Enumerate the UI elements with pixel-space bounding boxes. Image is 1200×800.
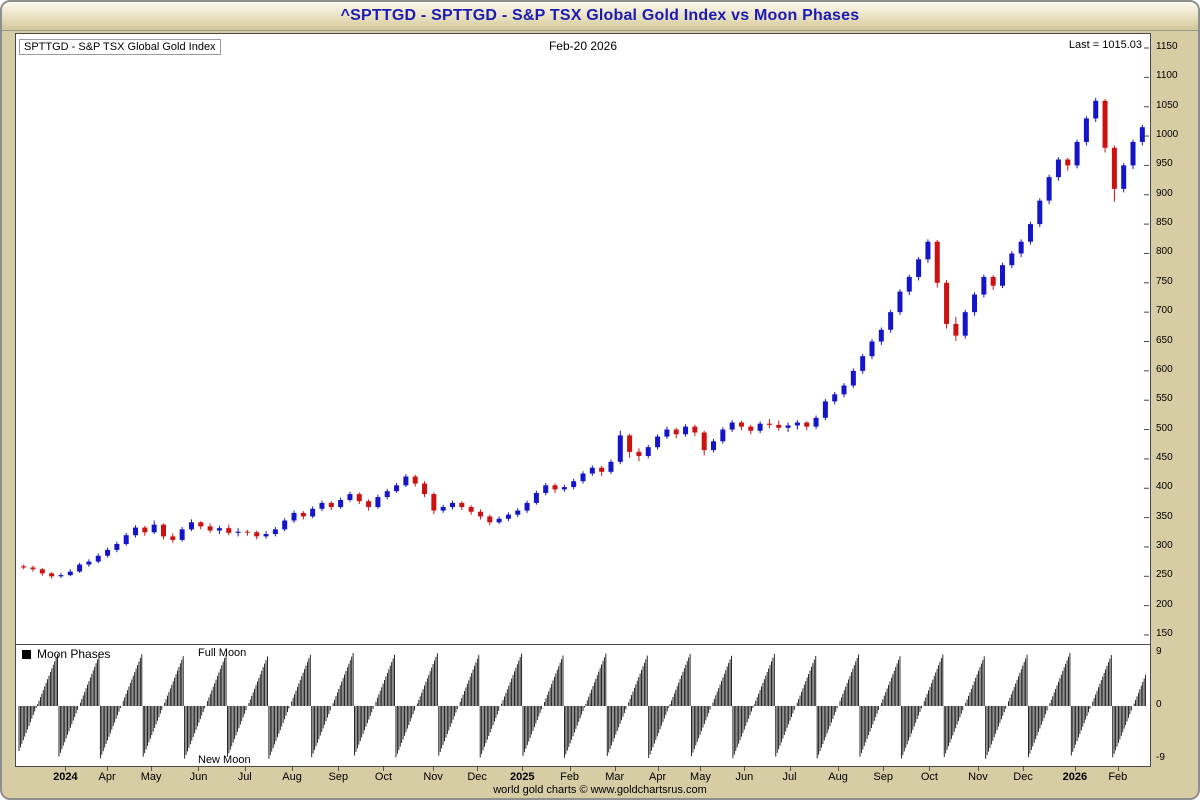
price-axis-tick-label: 800 [1156, 246, 1173, 258]
x-axis-tick [1117, 767, 1119, 771]
window-titlebar[interactable]: ^SPTTGD - SPTTGD - S&P TSX Global Gold I… [2, 2, 1198, 31]
x-axis-tick [522, 767, 524, 771]
price-axis-tick-label: 1000 [1156, 129, 1179, 141]
price-axis-tick-label: 150 [1156, 628, 1173, 639]
moon-phases-legend: Moon Phases [22, 647, 110, 661]
x-axis-tick [883, 767, 885, 771]
x-axis-tick [65, 767, 67, 771]
x-axis-tick [1023, 767, 1025, 771]
x-axis-tick [107, 767, 109, 771]
x-axis-label: Sep [328, 771, 349, 783]
x-axis-tick [614, 767, 616, 771]
chart-credit: world gold charts © www.goldchartsrus.co… [493, 784, 707, 796]
x-axis-label: Sep [873, 771, 893, 783]
x-axis-tick [569, 767, 571, 771]
x-axis-tick [977, 767, 979, 771]
moon-phase-oscillator-chart [18, 653, 1147, 759]
x-axis-tick [744, 767, 746, 771]
moon-axis-tick-label: 0 [1156, 699, 1162, 710]
x-axis-label: May [690, 771, 711, 783]
last-value-label: Last = 1015.03 [1068, 39, 1142, 51]
price-axis-tick-label: 950 [1156, 158, 1173, 170]
x-axis-label: Nov [423, 771, 443, 783]
x-axis-tick [657, 767, 659, 771]
x-axis-label: Oct [920, 771, 938, 783]
x-axis-tick [700, 767, 702, 771]
price-axis-tick-label: 550 [1156, 393, 1173, 405]
legend-square-icon [22, 649, 31, 659]
price-axis-tick-label: 250 [1156, 569, 1173, 581]
price-axis-tick-label: 750 [1156, 275, 1173, 287]
price-axis-tick-label: 700 [1156, 305, 1173, 317]
x-axis-tick [477, 767, 479, 771]
x-axis-label: Mar [605, 771, 625, 783]
x-axis-tick [838, 767, 840, 771]
x-axis-label: Feb [1108, 771, 1128, 783]
x-axis-tick [244, 767, 246, 771]
price-axis-tick-label: 400 [1156, 481, 1173, 493]
x-axis-label: Aug [828, 771, 848, 783]
x-axis-label: Apr [649, 771, 667, 783]
x-axis-label: Oct [374, 771, 393, 783]
x-axis-label: May [140, 771, 162, 783]
price-axis-tick-label: 600 [1156, 363, 1173, 375]
x-axis-label: Jul [782, 771, 797, 783]
x-axis-tick [789, 767, 791, 771]
price-axis-tick-label: 1100 [1156, 70, 1178, 82]
x-axis-label: Jun [189, 771, 208, 783]
x-axis-label: Apr [98, 771, 116, 783]
price-axis-tick-label: 450 [1156, 451, 1173, 463]
price-axis-tick-label: 1050 [1156, 99, 1179, 111]
x-axis-tick [929, 767, 931, 771]
x-axis-tick [198, 767, 200, 771]
chart-plot-area [15, 33, 1151, 767]
x-axis-tick [383, 767, 385, 771]
x-axis-label: Nov [968, 771, 988, 783]
x-axis-tick [1074, 767, 1076, 771]
x-axis-label: Jul [237, 771, 252, 783]
price-axis-tick-label: 200 [1156, 598, 1173, 610]
price-axis-tick-label: 650 [1156, 334, 1173, 346]
price-axis-tick-label: 300 [1156, 539, 1173, 551]
x-axis-label: Jun [735, 771, 754, 783]
x-axis-tick [292, 767, 294, 771]
price-axis-tick-label: 900 [1156, 187, 1173, 199]
panel-divider [16, 644, 1150, 645]
x-axis-label: 2026 [1062, 771, 1088, 783]
x-axis-label: Dec [467, 771, 487, 783]
moon-axis-tick-label: -9 [1156, 752, 1165, 763]
price-axis-tick-label: 850 [1156, 217, 1173, 229]
x-axis-tick [151, 767, 153, 771]
price-axis-tick-label: 350 [1156, 510, 1173, 522]
x-axis-label: 2025 [509, 771, 535, 783]
price-axis-tick-label: 500 [1156, 422, 1173, 434]
new-moon-label: New Moon [198, 754, 251, 766]
x-axis-tick [338, 767, 340, 771]
x-axis-label: Dec [1013, 771, 1033, 783]
price-axis-tick-label: 1150 [1156, 41, 1178, 52]
price-candlestick-chart [21, 47, 1149, 636]
series-label: SPTTGD - S&P TSX Global Gold Index [19, 39, 221, 55]
date-label: Feb-20 2026 [548, 39, 618, 53]
x-axis-label: Feb [560, 771, 580, 783]
moon-phases-legend-label: Moon Phases [37, 647, 111, 661]
x-axis-label: 2024 [53, 771, 78, 783]
x-axis-tick [433, 767, 435, 771]
moon-axis-tick-label: 9 [1156, 646, 1162, 657]
x-axis-label: Aug [282, 771, 302, 783]
window-title: ^SPTTGD - SPTTGD - S&P TSX Global Gold I… [340, 7, 860, 24]
full-moon-label: Full Moon [198, 647, 247, 659]
